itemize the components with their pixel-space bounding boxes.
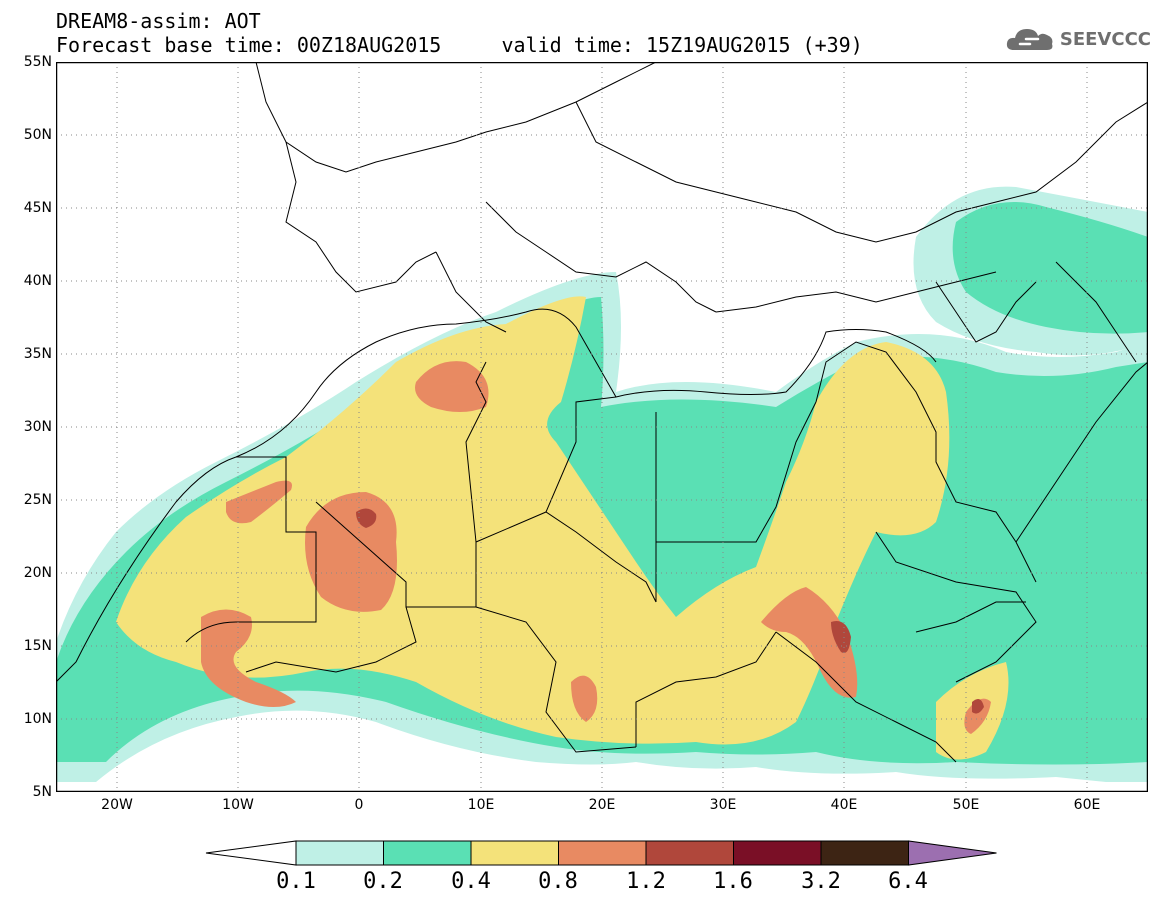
- logo-text: SEEVCCC: [1059, 28, 1151, 50]
- aot-band-0.8-c: [201, 609, 296, 707]
- colorbar-label: 1.6: [713, 869, 753, 894]
- aot-map: [56, 62, 1148, 792]
- colorbar-label: 0.8: [538, 869, 578, 894]
- cloud-icon: [1004, 24, 1056, 54]
- aot-band-0.8-b: [415, 361, 489, 412]
- aot-band-0.8-e: [761, 587, 858, 698]
- colorbar-segment: [645, 840, 734, 866]
- colorbar: [205, 840, 997, 866]
- lat-label: 30N: [23, 419, 52, 435]
- lon-label: 10E: [467, 797, 495, 813]
- lon-label: 40E: [830, 797, 858, 813]
- lat-label: 5N: [32, 784, 52, 800]
- colorbar-left-arrow: [205, 840, 297, 866]
- colorbar-label: 1.2: [626, 869, 666, 894]
- colorbar-segment: [470, 840, 559, 866]
- lon-label: 50E: [952, 797, 980, 813]
- aot-band-0.8-g: [964, 698, 991, 734]
- lon-label: 20E: [588, 797, 616, 813]
- lat-label: 45N: [23, 200, 52, 216]
- lat-label: 35N: [23, 346, 52, 362]
- colorbar-segment: [558, 840, 647, 866]
- aot-band-1.2-b: [831, 621, 851, 653]
- aot-band-0.8-d: [226, 480, 292, 524]
- colorbar-label: 3.2: [801, 869, 841, 894]
- colorbar-right-arrow: [908, 840, 997, 866]
- aot-band-0.8-f: [571, 675, 598, 722]
- colorbar-segment: [733, 840, 822, 866]
- lat-label: 20N: [23, 565, 52, 581]
- forecast-time-line: Forecast base time: 00Z18AUG2015 valid t…: [56, 33, 863, 57]
- lon-label: 0: [354, 797, 364, 813]
- colorbar-segment: [820, 840, 909, 866]
- aot-band-0.2-north: [952, 202, 1148, 334]
- lon-label: 60E: [1073, 797, 1101, 813]
- colorbar-segment: [295, 840, 384, 866]
- colorbar-label: 0.1: [276, 869, 316, 894]
- chart-title: DREAM8-assim: AOT: [56, 9, 261, 33]
- lon-label: 30E: [709, 797, 737, 813]
- lon-label: 10W: [222, 797, 254, 813]
- aot-band-1.2-a: [356, 508, 377, 528]
- graticule: [56, 62, 1148, 792]
- lon-label: 20W: [101, 797, 133, 813]
- aot-band-0.4: [116, 296, 950, 745]
- lat-label: 10N: [23, 711, 52, 727]
- colorbar-label: 0.4: [451, 869, 491, 894]
- colorbar-label: 0.2: [363, 869, 403, 894]
- lat-label: 15N: [23, 638, 52, 654]
- colorbar-segment: [383, 840, 472, 866]
- lat-label: 40N: [23, 273, 52, 289]
- coastlines-and-borders: [56, 62, 1148, 763]
- lat-label: 55N: [23, 54, 52, 70]
- colorbar-label: 6.4: [888, 869, 928, 894]
- seevccc-logo: SEEVCCC: [1004, 24, 1151, 54]
- lat-label: 25N: [23, 492, 52, 508]
- aot-band-1.2-c: [972, 698, 984, 714]
- lat-label: 50N: [23, 127, 52, 143]
